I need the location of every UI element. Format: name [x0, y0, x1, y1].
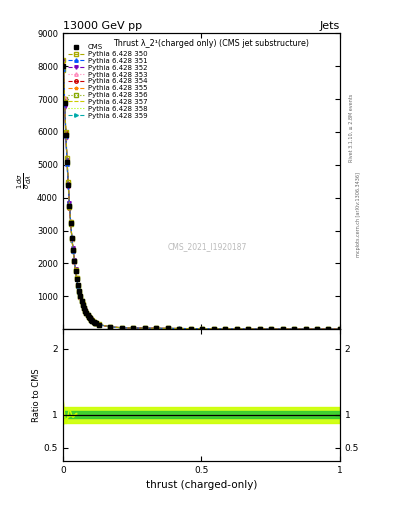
CMS — [292, 326, 296, 332]
CMS — [234, 326, 239, 332]
CMS — [119, 325, 124, 331]
CMS — [61, 63, 66, 69]
CMS — [62, 100, 67, 106]
CMS — [131, 325, 136, 331]
CMS — [66, 182, 71, 188]
CMS — [142, 325, 147, 331]
CMS — [74, 275, 79, 282]
CMS — [165, 325, 170, 331]
Text: Thrust λ_2¹(charged only) (CMS jet substructure): Thrust λ_2¹(charged only) (CMS jet subst… — [113, 39, 309, 48]
X-axis label: thrust (charged-only): thrust (charged-only) — [146, 480, 257, 490]
CMS — [64, 132, 68, 138]
CMS — [326, 326, 331, 332]
CMS — [303, 326, 308, 332]
CMS — [188, 326, 193, 332]
CMS — [154, 325, 159, 331]
CMS — [67, 202, 72, 208]
CMS — [269, 326, 274, 332]
Text: Rivet 3.1.10, ≥ 2.8M events: Rivet 3.1.10, ≥ 2.8M events — [349, 94, 354, 162]
CMS — [77, 288, 81, 294]
CMS — [72, 258, 77, 264]
CMS — [79, 298, 84, 304]
CMS — [83, 308, 88, 314]
CMS — [81, 302, 85, 308]
CMS — [71, 247, 75, 253]
Legend: CMS, Pythia 6.428 350, Pythia 6.428 351, Pythia 6.428 352, Pythia 6.428 353, Pyt: CMS, Pythia 6.428 350, Pythia 6.428 351,… — [66, 43, 149, 120]
CMS — [88, 315, 92, 322]
CMS — [315, 326, 320, 332]
CMS — [89, 316, 94, 323]
Text: 13000 GeV pp: 13000 GeV pp — [63, 21, 142, 31]
Text: CMS_2021_I1920187: CMS_2021_I1920187 — [167, 242, 247, 251]
CMS — [177, 326, 182, 332]
CMS — [246, 326, 250, 332]
CMS — [94, 320, 99, 326]
CMS — [257, 326, 262, 332]
CMS — [97, 322, 101, 328]
Text: mcplots.cern.ch [arXiv:1306.3436]: mcplots.cern.ch [arXiv:1306.3436] — [356, 173, 361, 258]
Y-axis label: $\frac{1}{\sigma}\frac{d\sigma}{d\lambda}$: $\frac{1}{\sigma}\frac{d\sigma}{d\lambda… — [16, 173, 34, 189]
CMS — [211, 326, 216, 332]
CMS — [86, 314, 91, 320]
CMS — [90, 317, 95, 324]
CMS — [82, 305, 86, 311]
CMS — [65, 159, 70, 165]
CMS — [93, 319, 97, 326]
CMS — [70, 234, 74, 241]
Text: Jets: Jets — [320, 21, 340, 31]
Y-axis label: Ratio to CMS: Ratio to CMS — [32, 368, 41, 422]
CMS — [91, 318, 96, 325]
CMS — [85, 312, 90, 318]
CMS — [75, 283, 80, 289]
CMS — [108, 324, 113, 330]
Line: CMS: CMS — [61, 64, 342, 331]
CMS — [338, 326, 342, 332]
CMS — [223, 326, 228, 332]
CMS — [84, 310, 89, 316]
CMS — [280, 326, 285, 332]
CMS — [68, 220, 73, 226]
CMS — [78, 293, 83, 300]
CMS — [200, 326, 205, 332]
CMS — [73, 267, 78, 273]
